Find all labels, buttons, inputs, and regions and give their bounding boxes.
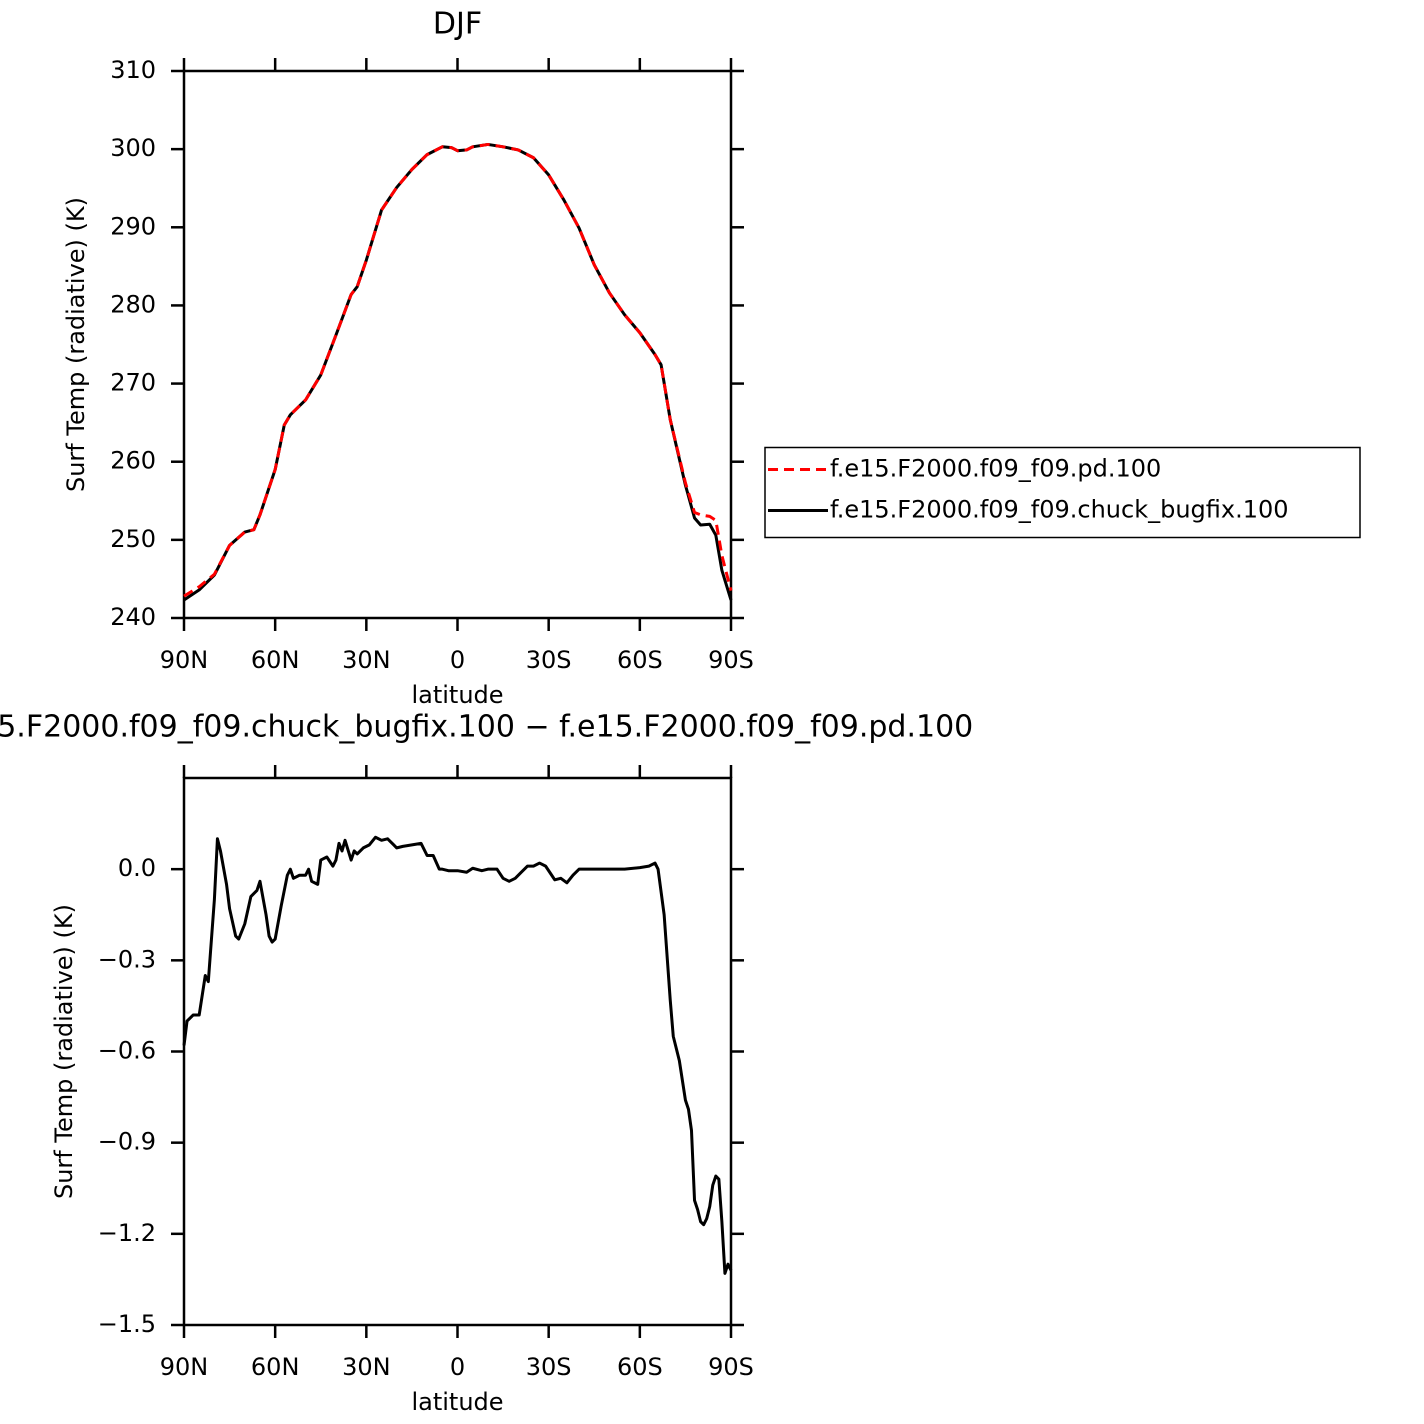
y-tick-label: 270	[110, 369, 156, 397]
y-tick-label: −0.6	[98, 1037, 156, 1065]
x-tick-label: 60S	[617, 1353, 663, 1381]
x-tick-label: 60N	[251, 1353, 300, 1381]
x-tick-label: 30S	[526, 1353, 572, 1381]
y-tick-label: 300	[110, 134, 156, 162]
x-axis-label: latitude	[411, 1388, 503, 1416]
x-tick-label: 30S	[526, 646, 572, 674]
y-tick-label: 0.0	[118, 854, 156, 882]
x-tick-label: 30N	[342, 1353, 391, 1381]
legend-label: f.e15.F2000.f09_f09.chuck_bugfix.100	[830, 496, 1289, 524]
x-tick-label: 60S	[617, 646, 663, 674]
y-axis-label: Surf Temp (radiative) (K)	[50, 904, 78, 1199]
x-tick-label: 60N	[251, 646, 300, 674]
x-tick-label: 90S	[708, 646, 754, 674]
x-tick-label: 90N	[160, 1353, 209, 1381]
data-line	[183, 142, 733, 598]
y-tick-label: 310	[110, 56, 156, 84]
y-tick-label: −1.2	[98, 1219, 156, 1247]
x-axis-label: latitude	[411, 681, 503, 709]
x-tick-label: 90S	[708, 1353, 754, 1381]
x-tick-label: 30N	[342, 646, 391, 674]
data-line	[182, 835, 733, 1275]
chart-title: DJF	[433, 7, 482, 42]
legend-box	[764, 446, 1361, 539]
y-tick-label: −0.3	[98, 945, 156, 973]
y-tick-label: 290	[110, 212, 156, 240]
chart-title: f.e15.F2000.f09_f09.chuck_bugfix.100 − f…	[0, 710, 973, 745]
y-axis-label: Surf Temp (radiative) (K)	[62, 197, 90, 492]
x-tick-label: 90N	[160, 646, 209, 674]
x-tick-label: 0	[450, 646, 465, 674]
y-tick-label: 240	[110, 603, 156, 631]
y-tick-label: 280	[110, 290, 156, 318]
y-tick-label: −1.5	[98, 1310, 156, 1338]
y-tick-label: −0.9	[98, 1128, 156, 1156]
x-tick-label: 0	[450, 1353, 465, 1381]
y-tick-label: 250	[110, 525, 156, 553]
legend-label: f.e15.F2000.f09_f09.pd.100	[830, 455, 1161, 483]
y-tick-label: 260	[110, 447, 156, 475]
